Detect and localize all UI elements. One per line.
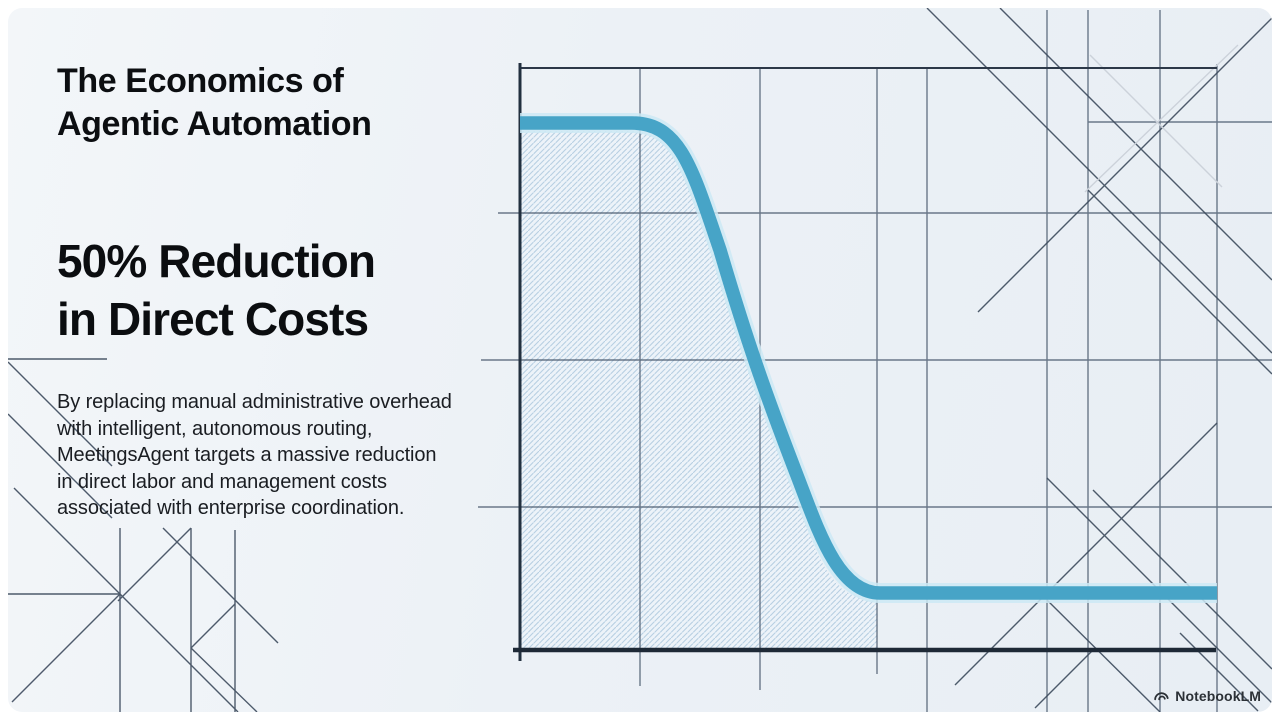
watermark-label: NotebookLM <box>1175 687 1261 704</box>
hatched-area-under-curve <box>520 131 877 650</box>
body-line: in direct labor and management costs <box>57 470 387 493</box>
body-paragraph: By replacing manual administrative overh… <box>57 389 452 522</box>
headline-line-1: 50% Reduction <box>57 235 376 287</box>
headline-statistic: 50% Reduction in Direct Costs <box>57 232 376 348</box>
body-line: associated with enterprise coordination. <box>57 497 405 519</box>
chart-axes <box>513 63 1217 661</box>
slide-title: The Economics of Agentic Automation <box>57 60 372 146</box>
blueprint-chart-graphic <box>8 8 1272 712</box>
headline-line-2: in Direct Costs <box>57 293 369 345</box>
body-line: MeetingsAgent targets a massive reductio… <box>57 444 437 466</box>
watermark: NotebookLM <box>1153 687 1261 704</box>
decorative-lines-light <box>1084 44 1239 193</box>
cost-curve <box>520 113 1217 603</box>
slide-title-line-1: The Economics of <box>57 62 344 100</box>
slide-title-line-2: Agentic Automation <box>57 105 372 143</box>
slide: The Economics of Agentic Automation 50% … <box>8 8 1272 712</box>
body-line: By replacing manual administrative overh… <box>57 391 452 413</box>
body-line: with intelligent, autonomous routing, <box>57 417 373 440</box>
notebooklm-logo-icon <box>1154 692 1169 701</box>
